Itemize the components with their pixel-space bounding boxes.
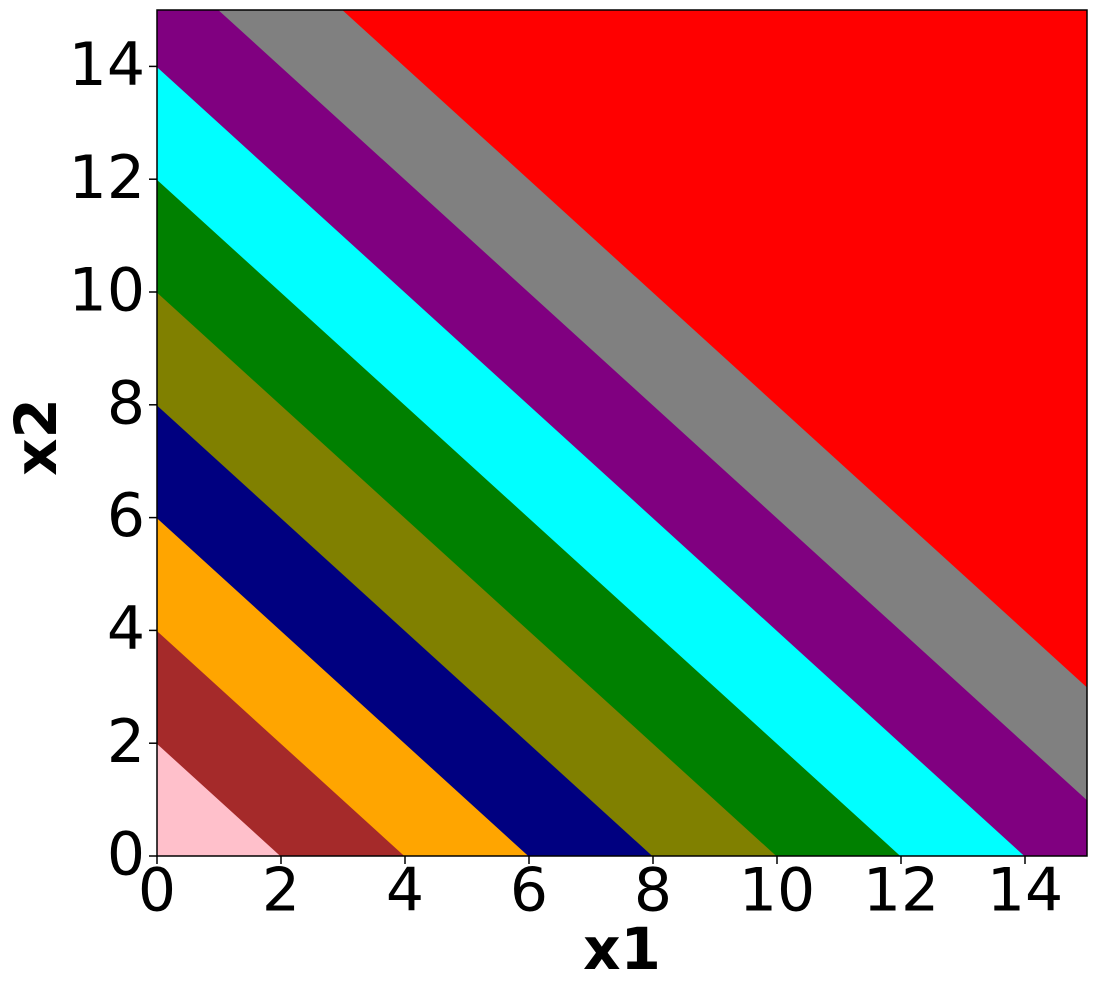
x-tick-label: 2 <box>262 856 300 926</box>
x-tick-label: 0 <box>138 856 176 926</box>
x-axis-label: x1 <box>583 915 661 983</box>
axes-frame <box>156 9 1088 857</box>
y-tick-label: 14 <box>69 30 145 100</box>
x-tick-label: 4 <box>386 856 424 926</box>
plot-area <box>157 10 1087 856</box>
x-tick-label: 8 <box>634 856 672 926</box>
y-axis-label: x2 <box>2 398 70 476</box>
y-tick-label: 2 <box>107 707 145 777</box>
y-tick-label: 10 <box>69 256 145 326</box>
x-tick-label: 10 <box>739 856 815 926</box>
x-tick-label: 14 <box>987 856 1063 926</box>
y-tick-label: 4 <box>107 594 145 664</box>
x-tick-label: 12 <box>863 856 939 926</box>
band <box>157 10 1087 856</box>
y-tick-label: 12 <box>69 143 145 213</box>
y-tick-label: 0 <box>107 820 145 890</box>
y-tick-label: 6 <box>107 481 145 551</box>
x-tick-label: 6 <box>510 856 548 926</box>
y-tick-label: 8 <box>107 368 145 438</box>
band <box>342 10 1087 688</box>
band <box>218 10 1087 801</box>
